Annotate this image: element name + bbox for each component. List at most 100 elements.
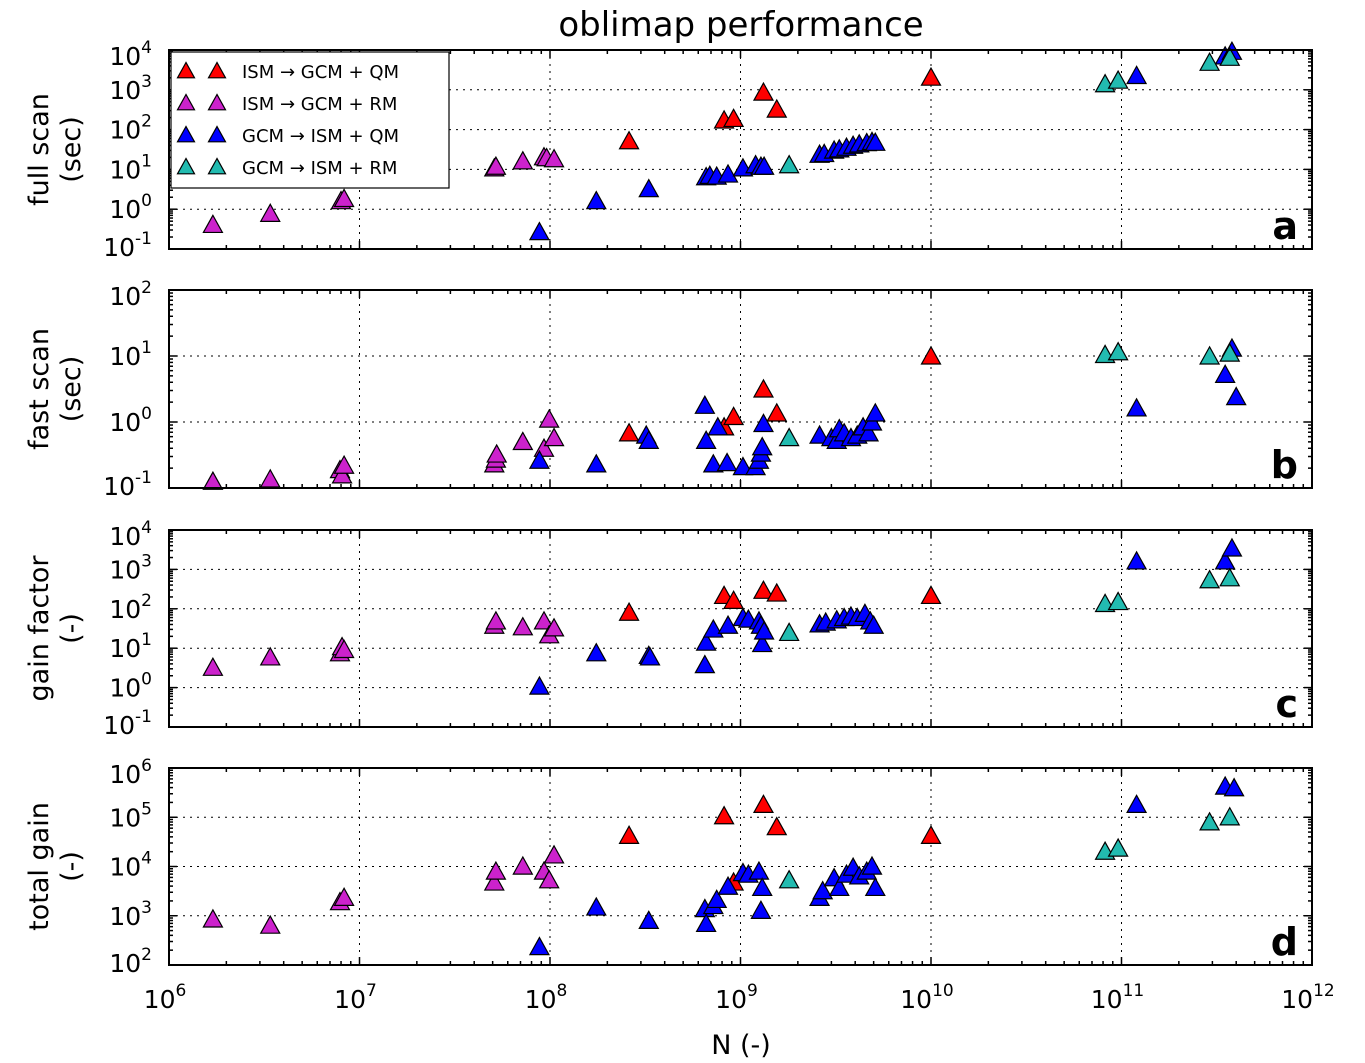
data-point: [512, 150, 534, 170]
panel-b: 10-1 100 101 102 b fast scan(sec): [24, 278, 1313, 501]
data-point: [753, 620, 775, 640]
data-point: [858, 422, 880, 442]
data-point: [585, 896, 607, 916]
data-point: [483, 871, 505, 891]
data-point: [538, 408, 560, 428]
legend-marker: [176, 157, 196, 175]
data-point: [202, 214, 224, 234]
plot-frame: [168, 767, 1313, 966]
y-axis-label: fast scan(sec): [24, 328, 87, 450]
data-point: [707, 416, 729, 436]
data-point: [585, 453, 607, 473]
data-point: [752, 794, 774, 813]
data-point: [1126, 550, 1148, 570]
y-axis-label-line: (-): [56, 851, 87, 882]
data-point: [485, 610, 507, 630]
data-point: [809, 424, 831, 444]
panel-d: 102 103 104 105 106 d total gain(-) 106 107 108 10…: [24, 756, 1335, 1014]
data-point: [259, 646, 281, 666]
y-tick-label: 101: [109, 630, 152, 663]
data-point: [528, 936, 550, 956]
data-point: [618, 825, 640, 844]
data-point: [778, 869, 800, 889]
data-point: [202, 470, 224, 490]
legend-marker: [176, 93, 196, 111]
data-point: [533, 610, 555, 630]
panel-letter: b: [1271, 443, 1298, 487]
series-d-2: [528, 775, 1245, 956]
y-tick-label: 104: [109, 38, 152, 71]
y-axis-label-line: (-): [56, 613, 87, 644]
data-point: [1107, 341, 1129, 361]
data-point: [618, 601, 640, 621]
data-point: [543, 148, 565, 168]
data-point: [717, 875, 739, 895]
x-tick-label: 108: [525, 981, 568, 1014]
data-point: [751, 436, 773, 456]
data-point: [723, 406, 745, 426]
legend-marker: [176, 61, 196, 79]
data-point: [1214, 550, 1236, 570]
series-c-3: [778, 567, 1241, 642]
data-point: [1126, 397, 1148, 417]
data-point: [485, 860, 507, 880]
y-tick-label: 106: [109, 756, 152, 789]
data-point: [706, 889, 728, 909]
y-tick-label: 100: [109, 670, 152, 703]
data-point: [863, 614, 885, 634]
data-point: [486, 443, 508, 463]
x-tick-label: 1011: [1091, 981, 1144, 1014]
y-axis-label-line: (sec): [56, 356, 87, 423]
data-point: [748, 860, 770, 880]
data-point: [920, 825, 942, 844]
data-point: [543, 617, 565, 637]
y-axis-label-line: full scan: [24, 93, 55, 206]
panel-letter: c: [1275, 682, 1298, 726]
data-point: [638, 430, 660, 449]
data-point: [695, 430, 717, 449]
y-axis-label-line: gain factor: [24, 555, 55, 702]
data-point: [1199, 345, 1221, 365]
y-tick-label: 104: [109, 849, 152, 882]
y-tick-label: 101: [109, 338, 152, 371]
y-tick-label: 105: [109, 799, 152, 832]
data-point: [702, 618, 724, 638]
data-point: [723, 108, 745, 128]
data-point: [753, 155, 775, 175]
y-axis-label: total gain(-): [24, 802, 87, 931]
data-point: [732, 456, 754, 476]
x-tick-label: 1010: [900, 981, 953, 1014]
data-point: [1199, 51, 1221, 71]
data-point: [638, 178, 660, 198]
y-axis-label-line: (sec): [56, 116, 87, 183]
y-tick-label: 103: [109, 898, 152, 931]
data-point: [1221, 537, 1243, 557]
y-tick-label: 103: [109, 551, 152, 584]
legend-label: GCM → ISM + RM: [242, 158, 397, 179]
data-point: [585, 190, 607, 210]
data-point: [1219, 342, 1241, 362]
data-point: [1199, 569, 1221, 589]
series-c-1: [202, 610, 565, 676]
data-point: [512, 855, 534, 875]
data-point: [1107, 837, 1129, 857]
data-point: [778, 622, 800, 642]
data-point: [695, 913, 717, 933]
data-point: [528, 675, 550, 695]
legend-marker: [207, 93, 227, 111]
legend-marker: [207, 61, 227, 79]
data-point: [752, 378, 774, 398]
data-point: [538, 869, 560, 889]
data-point: [1107, 69, 1129, 89]
data-point: [639, 646, 661, 666]
data-point: [812, 880, 834, 900]
data-point: [717, 163, 739, 183]
y-tick-label: 102: [109, 945, 152, 978]
y-tick-label: 10-1: [103, 229, 152, 262]
data-point: [1214, 364, 1236, 383]
data-point: [1126, 65, 1148, 85]
data-point: [752, 413, 774, 433]
